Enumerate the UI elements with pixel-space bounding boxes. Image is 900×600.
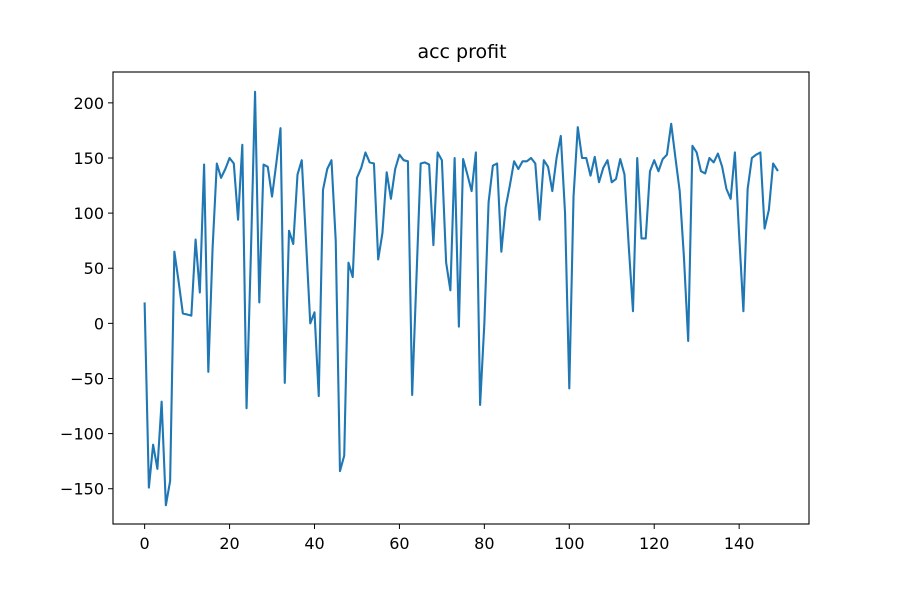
x-tick-label: 40 <box>304 534 324 553</box>
y-tick-label: −50 <box>70 369 104 388</box>
plot-frame <box>112 71 810 525</box>
y-tick-label: 0 <box>94 314 104 333</box>
chart-title: acc profit <box>417 41 506 63</box>
y-tick-label: 100 <box>73 204 104 223</box>
x-axis: 0 20 40 60 80 100 120 140 <box>140 524 755 553</box>
y-axis: −150 −100 −50 0 50 100 150 200 <box>60 94 113 499</box>
x-tick-label: 60 <box>389 534 409 553</box>
x-tick-label: 20 <box>219 534 239 553</box>
y-tick-label: 50 <box>84 259 104 278</box>
y-tick-label: −150 <box>60 480 104 499</box>
x-tick-label: 120 <box>639 534 670 553</box>
x-tick-label: 0 <box>140 534 150 553</box>
y-tick-label: 150 <box>73 149 104 168</box>
series-line-0 <box>143 90 779 507</box>
x-tick-label: 100 <box>554 534 585 553</box>
y-tick-label: −100 <box>60 425 104 444</box>
series-layer <box>143 90 779 507</box>
x-tick-label: 140 <box>724 534 755 553</box>
x-tick-label: 80 <box>474 534 494 553</box>
y-tick-label: 200 <box>73 94 104 113</box>
